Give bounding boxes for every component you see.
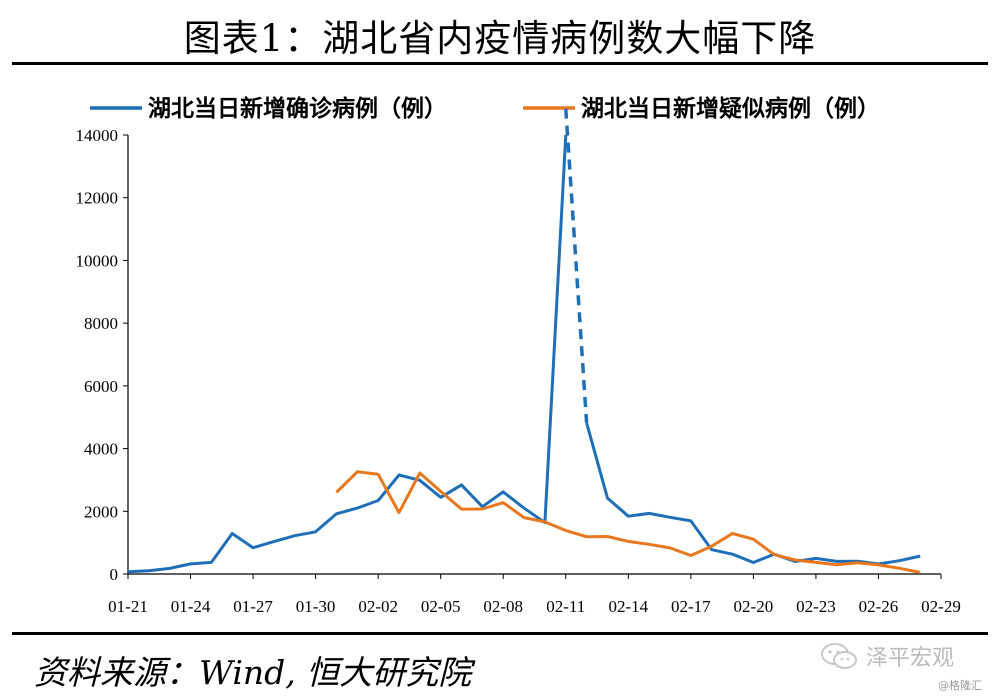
x-tick-label: 02-02: [358, 597, 398, 616]
x-tick-label: 02-08: [483, 597, 523, 616]
x-tick-label: 01-30: [296, 597, 336, 616]
series-line-1: [127, 134, 568, 574]
chart-title: 图表1：湖北省内疫情病例数大幅下降: [183, 17, 817, 60]
top-rule: [12, 62, 988, 65]
legend-label: 湖北当日新增疑似病例（例）: [581, 95, 880, 122]
x-tick-label: 01-27: [233, 597, 273, 616]
x-tick-label: 02-05: [421, 597, 461, 616]
source-note: 资料来源：Wind, 恒大研究院: [34, 653, 472, 692]
y-tick-label: 2000: [84, 502, 118, 521]
series-line-2: [335, 470, 921, 574]
y-tick-label: 6000: [84, 377, 118, 396]
axes: 0 2000 4000 6000 8000 10000 12000 14000 01-21 01-…: [76, 126, 961, 616]
watermark: 泽平宏观: [820, 640, 954, 672]
bottom-rule: [12, 632, 988, 635]
legend-label: 湖北当日新增确诊病例（例）: [148, 95, 447, 122]
x-tick-label: 02-20: [734, 597, 774, 616]
series-group: [127, 108, 921, 574]
y-tick-label: 10000: [76, 251, 119, 270]
series-dashed-segment: [564, 108, 589, 423]
credit-text: @格隆汇: [938, 679, 982, 692]
y-tick-label: 14000: [76, 126, 119, 145]
y-tick-label: 12000: [76, 189, 119, 208]
x-tick-label: 02-11: [546, 597, 585, 616]
watermark-text: 泽平宏观: [866, 646, 955, 671]
y-tick-label: 0: [110, 565, 119, 584]
wechat-icon: [821, 643, 857, 669]
y-tick-label: 4000: [84, 440, 118, 459]
x-tick-label: 02-23: [796, 597, 836, 616]
x-tick-label: 01-24: [171, 597, 211, 616]
x-tick-label: 02-14: [608, 597, 648, 616]
x-tick-label: 02-29: [921, 597, 961, 616]
y-tick-label: 8000: [84, 314, 118, 333]
x-tick-label: 02-26: [859, 597, 899, 616]
line-chart: 湖北当日新增确诊病例（例） 湖北当日新增疑似病例（例） 0 2000 4000 6000…: [76, 95, 961, 616]
x-tick-label: 02-17: [671, 597, 711, 616]
legend: 湖北当日新增确诊病例（例） 湖北当日新增疑似病例（例）: [90, 95, 880, 122]
x-tick-label: 01-21: [108, 597, 148, 616]
